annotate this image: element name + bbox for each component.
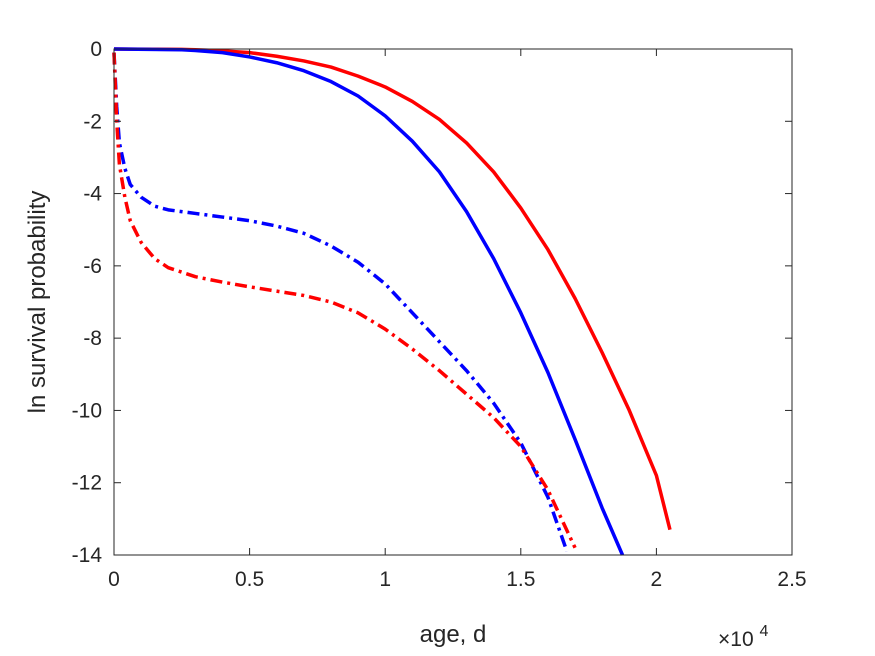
y-tick-label: -14 xyxy=(72,544,103,567)
y-tick-label: -2 xyxy=(83,110,102,133)
x-axis-label: age, d xyxy=(420,621,487,648)
x-tick-labels: 0 0.5 1 1.5 2 2.5 xyxy=(108,568,806,591)
x-tick-label: 1.5 xyxy=(506,568,535,591)
x-exponent-label: ×10 4 xyxy=(718,623,768,651)
series-layer xyxy=(112,47,672,556)
x-tick-label: 0.5 xyxy=(235,568,264,591)
axes-box xyxy=(113,48,793,556)
series-line-2-solid xyxy=(113,47,625,556)
x-multiplier: ×10 xyxy=(718,628,754,651)
series-line-3-dashdot xyxy=(112,52,569,552)
plot-area xyxy=(114,49,792,555)
y-tick-labels: 0 -2 -4 -6 -8 -10 -12 -14 xyxy=(72,38,103,567)
tick-layer xyxy=(113,48,793,556)
y-tick-label: 0 xyxy=(90,38,102,61)
y-tick-label: -12 xyxy=(72,472,102,495)
y-tick-label: -4 xyxy=(83,183,102,206)
series-line-1-solid xyxy=(113,47,672,531)
series-line-4-dashdot xyxy=(112,52,577,549)
y-axis-label: ln survival probability xyxy=(24,191,51,414)
y-tick-label: -6 xyxy=(83,255,102,278)
x-tick-label: 0 xyxy=(108,568,120,591)
y-tick-label: -8 xyxy=(83,327,102,350)
x-exponent: 4 xyxy=(759,623,768,640)
x-tick-label: 2 xyxy=(651,568,663,591)
x-tick-label: 2.5 xyxy=(777,568,806,591)
x-tick-label: 1 xyxy=(379,568,391,591)
y-tick-label: -10 xyxy=(72,399,102,422)
